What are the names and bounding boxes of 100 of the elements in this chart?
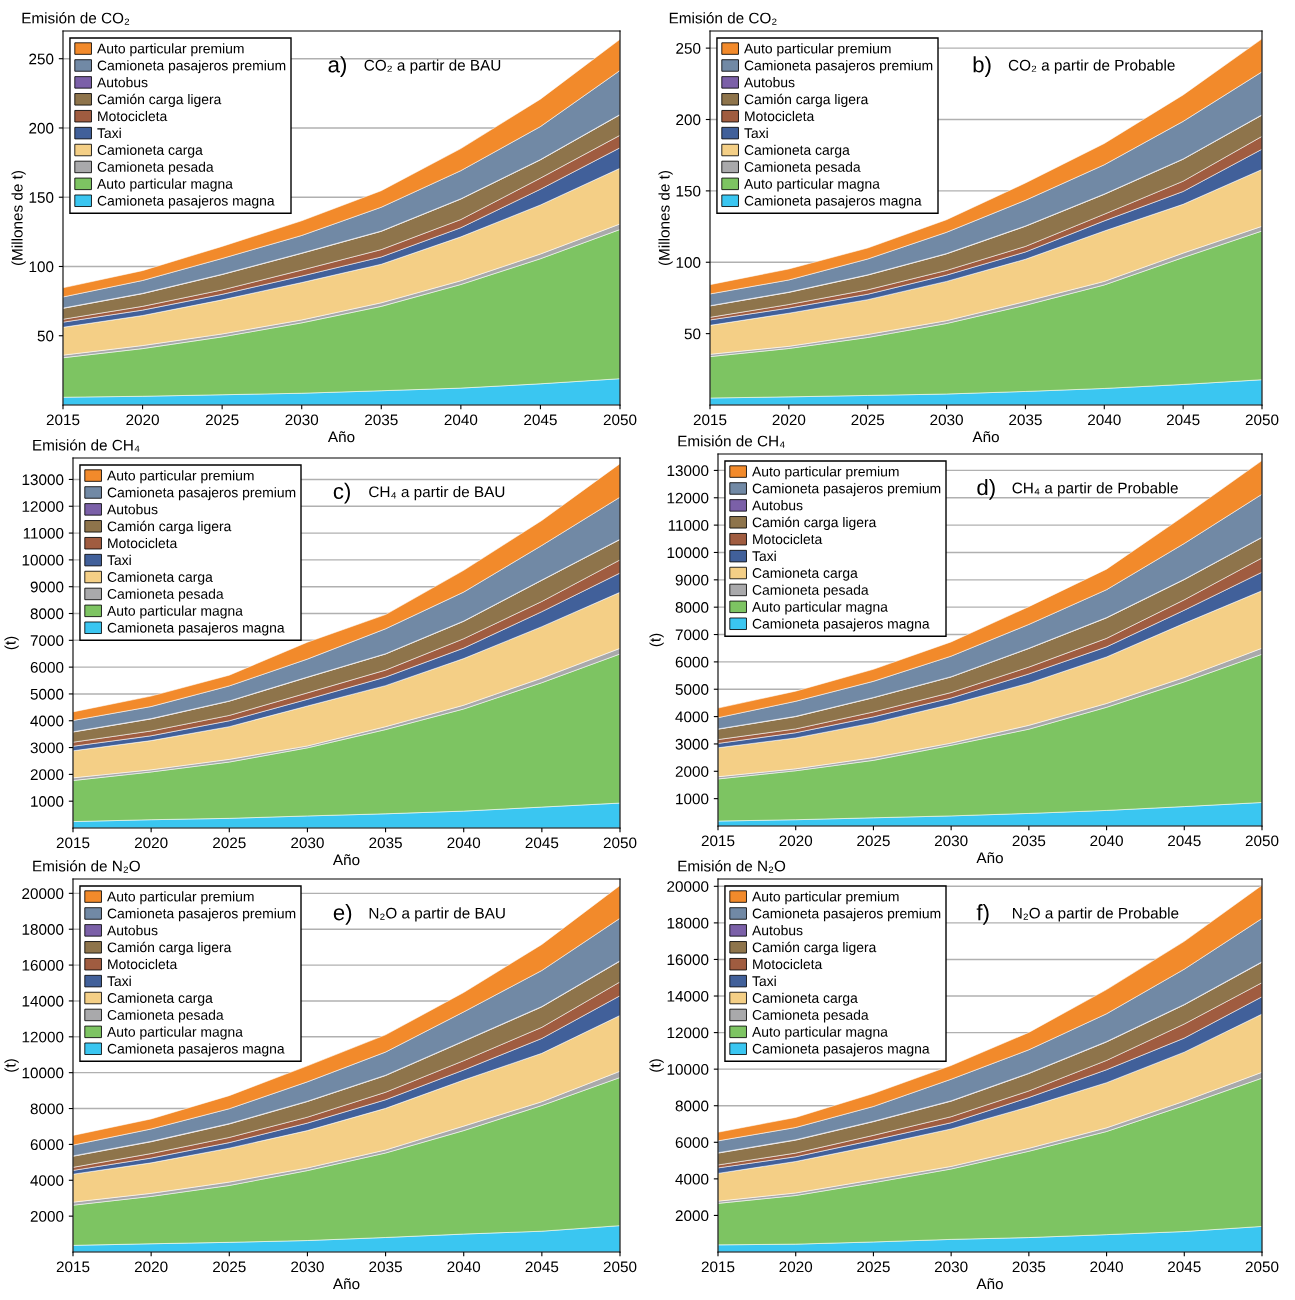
legend-label: Camioneta pesada [97,161,214,175]
legend-label: Camioneta pasajeros premium [752,908,941,922]
y-tick-label: 10000 [667,1064,709,1075]
y-tick-label: 8000 [30,1103,64,1115]
annotation: c) [333,482,350,504]
x-tick-label: 2050 [1245,414,1279,426]
annotation: CO₂ a partir de Probable [1008,59,1175,74]
x-axis-title: Año [327,431,355,443]
y-tick-label: 12000 [667,492,709,504]
x-tick-label: 2035 [369,1261,402,1273]
x-tick-label: 2020 [134,837,168,849]
y-tick-label: 6000 [675,656,709,668]
x-tick-label: 2015 [693,414,727,426]
y-tick-label: 9000 [675,574,709,586]
legend-label: Autobus [107,925,158,936]
legend-label: Motocicleta [108,537,178,549]
x-axis-title: Año [972,431,999,443]
x-tick-label: 2035 [369,837,402,849]
x-tick-label: 2030 [934,1261,968,1273]
x-tick-label: 2025 [205,414,239,426]
annotation: N₂O a partir de Probable [1013,907,1179,922]
x-tick-label: 2015 [46,414,80,426]
y-tick-label: 4000 [675,1173,709,1185]
y-tick-label: 8000 [30,608,64,620]
x-tick-label: 2045 [1168,835,1201,847]
legend-label: Camioneta carga [752,992,858,1006]
x-axis-title: Año [332,854,360,866]
legend-label: Camioneta pasajeros premium [752,483,941,497]
legend-label: Camioneta carga [107,992,213,1006]
x-tick-label: 2025 [857,1261,890,1273]
annotation: f) [976,904,989,925]
x-tick-label: 2025 [213,1261,246,1273]
y-tick-label: 4000 [30,715,64,727]
legend-label: Camión carga ligera [107,941,232,955]
annotation: b) [973,56,991,77]
chart-title: Emisión de CO₂ [22,12,130,25]
y-tick-label: 13000 [22,474,64,486]
y-axis-title: (t) [649,1059,664,1072]
x-tick-label: 2015 [56,1261,90,1273]
annotation: CH₄ a partir de Probable [1012,482,1178,497]
y-tick-label: 6000 [30,662,64,673]
y-tick-label: 5000 [30,688,64,700]
legend-label: Auto particular premium [107,891,254,905]
y-tick-label: 5000 [675,684,709,695]
legend-label: Camioneta pesada [752,584,869,598]
x-axis-title: Año [332,1278,360,1290]
x-tick-label: 2050 [603,1261,637,1273]
legend-label: Auto particular magna [107,1026,243,1040]
legend-label: Taxi [752,550,776,562]
annotation: N₂O a partir de BAU [369,907,505,922]
y-tick-label: 10000 [22,1067,64,1079]
legend-label: Autobus [752,925,803,936]
legend-label: Auto particular premium [752,466,899,480]
x-tick-label: 2035 [1012,1261,1046,1273]
legend-label: Auto particular premium [107,470,254,484]
x-tick-label: 2045 [1168,1261,1201,1273]
y-tick-label: 12000 [22,1031,64,1043]
legend-label: Camioneta carga [97,144,203,158]
legend-label: Camión carga ligera [752,516,877,530]
y-tick-label: 11000 [23,527,64,539]
y-tick-label: 20000 [667,881,709,892]
x-tick-label: 2030 [291,837,324,849]
legend-label: Camioneta pasajeros magna [752,1043,930,1057]
y-tick-label: 10000 [667,547,709,559]
legend-label: Camión carga ligera [752,941,877,955]
legend-label: Taxi [107,975,131,987]
y-tick-label: 4000 [675,711,709,723]
annotation: d) [977,478,995,500]
legend-label: Camioneta pasajeros magna [97,195,275,209]
legend-label: Camioneta carga [752,567,858,581]
x-tick-label: 2040 [444,414,478,426]
chart-title: Emisión de N₂O [33,860,140,873]
y-tick-label: 2000 [675,766,709,777]
legend-label: Camioneta pasajeros magna [744,195,922,209]
y-tick-label: 3000 [30,742,64,754]
annotation: a) [328,56,346,77]
x-tick-label: 2050 [1245,835,1279,847]
x-tick-label: 2045 [525,1261,559,1273]
x-tick-label: 2025 [851,414,885,426]
legend-label: Taxi [752,975,776,987]
legend-label: Motocicleta [745,110,815,122]
legend-label: Camioneta carga [107,571,213,585]
x-tick-label: 2040 [1090,835,1123,847]
x-tick-label: 2035 [1009,414,1042,426]
y-tick-label: 6000 [675,1137,709,1148]
legend-label: Auto particular magna [97,178,233,192]
legend-label: Auto particular premium [752,891,899,905]
x-tick-label: 2015 [701,1261,735,1273]
x-tick-label: 2020 [134,1261,168,1273]
legend-label: Camioneta pasajeros magna [752,618,930,632]
y-axis-title: (Millones de t) [658,170,673,266]
legend-label: Camioneta pesada [107,588,224,602]
x-tick-label: 2030 [291,1261,324,1273]
legend-label: Camioneta pasajeros premium [107,487,296,501]
legend-label: Motocicleta [98,110,168,122]
legend-label: Motocicleta [108,958,178,970]
x-tick-label: 2030 [930,414,963,426]
x-tick-label: 2045 [525,837,559,849]
annotation: CO₂ a partir de BAU [364,59,501,74]
chart-title: Emisión de CH₄ [33,439,140,452]
